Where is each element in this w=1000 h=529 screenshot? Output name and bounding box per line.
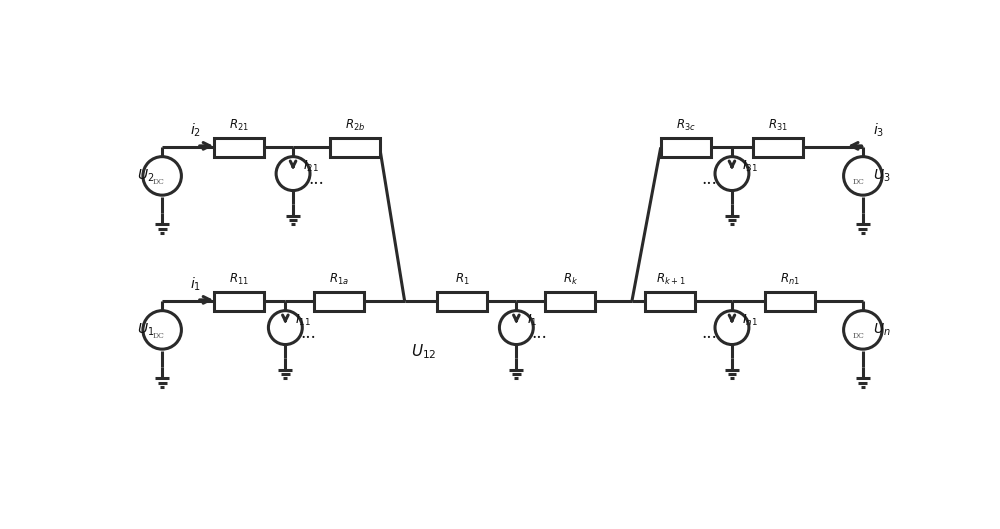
Text: $R_{2b}$: $R_{2b}$ <box>345 118 365 133</box>
Bar <box>437 292 487 311</box>
Circle shape <box>143 157 181 195</box>
Bar <box>645 292 695 311</box>
Text: DC: DC <box>853 332 865 340</box>
Text: $R_1$: $R_1$ <box>455 272 470 287</box>
Text: $U_2$: $U_2$ <box>137 168 154 184</box>
Circle shape <box>268 311 302 344</box>
Bar <box>214 292 264 311</box>
Text: $R_{11}$: $R_{11}$ <box>229 272 249 287</box>
Circle shape <box>844 311 882 349</box>
Bar <box>661 138 711 157</box>
Bar <box>545 292 595 311</box>
Text: $U_3$: $U_3$ <box>873 168 891 184</box>
Text: $I_{21}$: $I_{21}$ <box>303 159 319 174</box>
Circle shape <box>499 311 533 344</box>
Bar <box>765 292 815 311</box>
Text: ...: ... <box>701 171 717 188</box>
Text: $U_n$: $U_n$ <box>873 322 891 338</box>
Text: $i_2$: $i_2$ <box>190 122 201 139</box>
Text: $R_{21}$: $R_{21}$ <box>229 118 249 133</box>
Circle shape <box>715 157 749 190</box>
Text: $R_{3c}$: $R_{3c}$ <box>676 118 696 133</box>
Text: DC: DC <box>152 332 164 340</box>
Text: $I_{31}$: $I_{31}$ <box>742 159 758 174</box>
Bar <box>330 138 380 157</box>
Text: $I_{n1}$: $I_{n1}$ <box>742 313 758 328</box>
Circle shape <box>143 311 181 349</box>
Text: DC: DC <box>853 178 865 186</box>
Text: $R_{n1}$: $R_{n1}$ <box>780 272 800 287</box>
Text: $i_1$: $i_1$ <box>190 276 201 293</box>
Circle shape <box>715 311 749 344</box>
Circle shape <box>276 157 310 190</box>
Text: ...: ... <box>301 325 316 342</box>
Text: $I_1$: $I_1$ <box>527 313 537 328</box>
Text: $U_{12}$: $U_{12}$ <box>411 342 437 361</box>
Text: $R_k$: $R_k$ <box>563 272 578 287</box>
Text: ...: ... <box>701 325 717 342</box>
Text: $i_3$: $i_3$ <box>873 122 884 139</box>
Text: ...: ... <box>308 171 324 188</box>
Text: $R_{1a}$: $R_{1a}$ <box>329 272 349 287</box>
Text: $R_{31}$: $R_{31}$ <box>768 118 788 133</box>
Circle shape <box>844 157 882 195</box>
Text: $R_{k+1}$: $R_{k+1}$ <box>656 272 685 287</box>
Text: DC: DC <box>152 178 164 186</box>
Text: ...: ... <box>532 325 547 342</box>
Bar <box>753 138 803 157</box>
Bar <box>314 292 364 311</box>
Bar <box>214 138 264 157</box>
Text: $I_{11}$: $I_{11}$ <box>295 313 311 328</box>
Text: $U_1$: $U_1$ <box>137 322 154 338</box>
